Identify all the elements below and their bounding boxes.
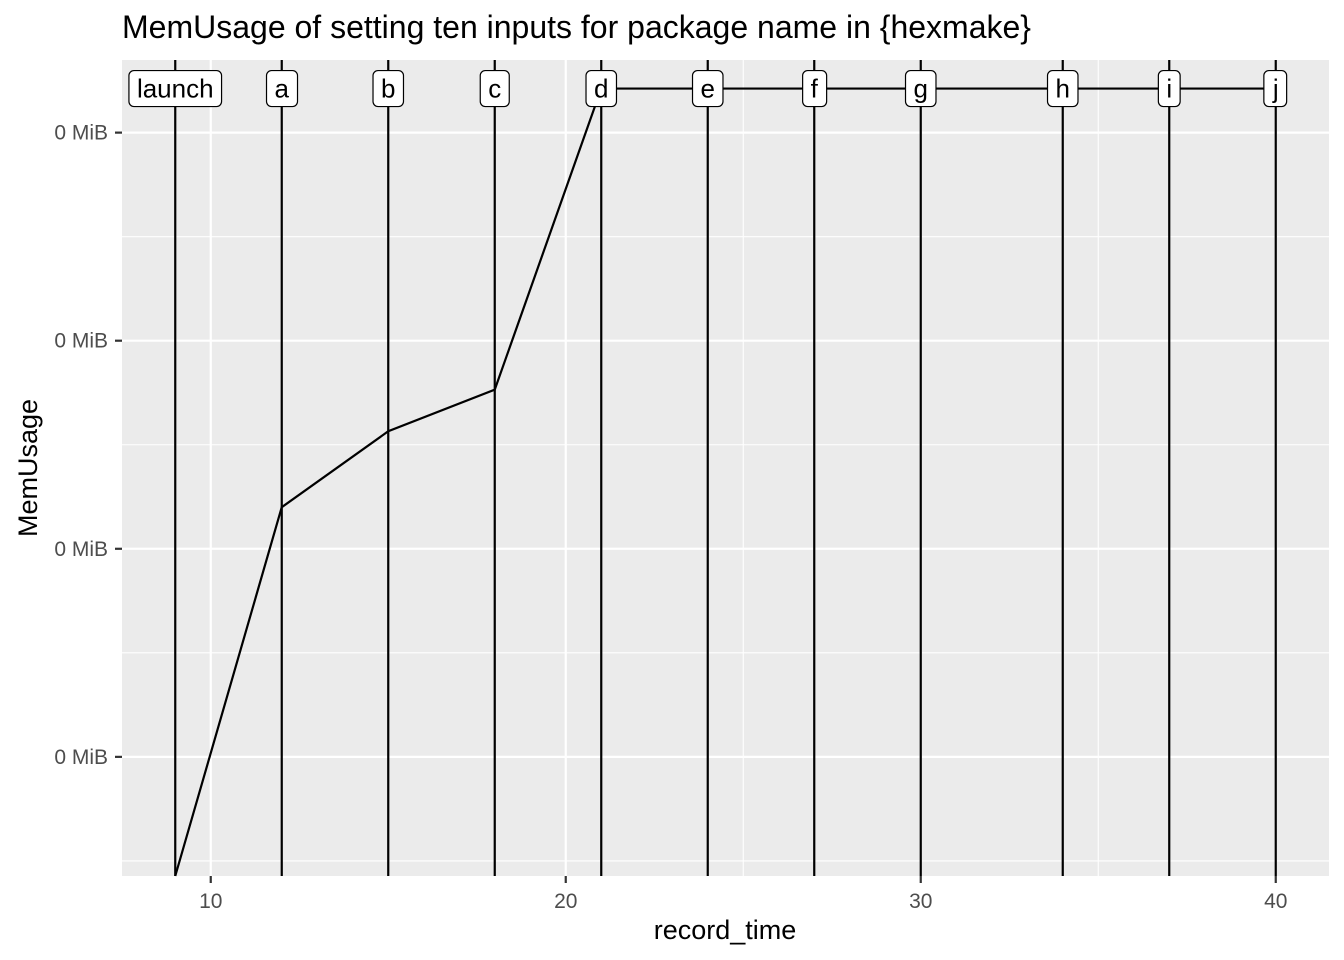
event-label-a: a	[265, 69, 299, 108]
event-label-text: f	[811, 74, 819, 104]
event-label-text: a	[275, 74, 290, 104]
event-labels: launch a b c d e f g h i j	[128, 69, 1288, 108]
event-label-box	[265, 69, 299, 108]
event-label-box	[691, 69, 724, 108]
y-tick-label: 0 MiB	[54, 538, 108, 561]
x-axis: 10 20 30 40	[199, 876, 1287, 913]
event-label-text: g	[914, 74, 928, 104]
plot-panel	[122, 60, 1329, 876]
event-label-box	[1157, 69, 1181, 108]
event-label-text: d	[594, 74, 608, 104]
event-label-box	[904, 69, 937, 108]
y-axis-title: MemUsage	[13, 399, 43, 537]
x-tick-label: 30	[909, 890, 932, 913]
event-label-d: d	[585, 69, 618, 108]
y-tick-label: 0 MiB	[54, 122, 108, 145]
event-label-text: b	[381, 74, 395, 104]
event-label-e: e	[691, 69, 724, 108]
x-tick-label: 40	[1264, 890, 1287, 913]
event-label-box	[585, 69, 618, 108]
x-axis-title: record_time	[654, 915, 797, 945]
event-label-box	[1046, 69, 1079, 108]
y-tick-label: 0 MiB	[54, 330, 108, 353]
y-axis: 0 MiB 0 MiB 0 MiB 0 MiB	[54, 122, 122, 769]
event-label-box	[372, 69, 405, 108]
event-label-text: i	[1166, 74, 1172, 104]
event-label-c: c	[479, 69, 510, 108]
event-label-text: launch	[137, 74, 214, 104]
event-label-text: e	[701, 74, 715, 104]
event-label-f: f	[802, 69, 828, 108]
y-tick-label: 0 MiB	[54, 746, 108, 769]
event-label-text: c	[488, 74, 501, 104]
event-label-box	[128, 69, 223, 108]
event-label-j: j	[1263, 69, 1288, 108]
event-label-box	[479, 69, 510, 108]
x-tick-label: 20	[554, 890, 577, 913]
chart-title: MemUsage of setting ten inputs for packa…	[122, 9, 1031, 45]
event-label-text: h	[1056, 74, 1070, 104]
event-label-g: g	[904, 69, 937, 108]
event-label-b: b	[372, 69, 405, 108]
x-tick-label: 10	[199, 890, 222, 913]
event-label-launch: launch	[128, 69, 223, 108]
event-lines	[174, 60, 1277, 876]
event-label-i: i	[1157, 69, 1181, 108]
event-label-h: h	[1046, 69, 1079, 108]
event-label-box	[802, 69, 828, 108]
event-label-text: j	[1272, 74, 1279, 104]
event-label-box	[1263, 69, 1288, 108]
minor-gridlines	[122, 60, 1329, 876]
